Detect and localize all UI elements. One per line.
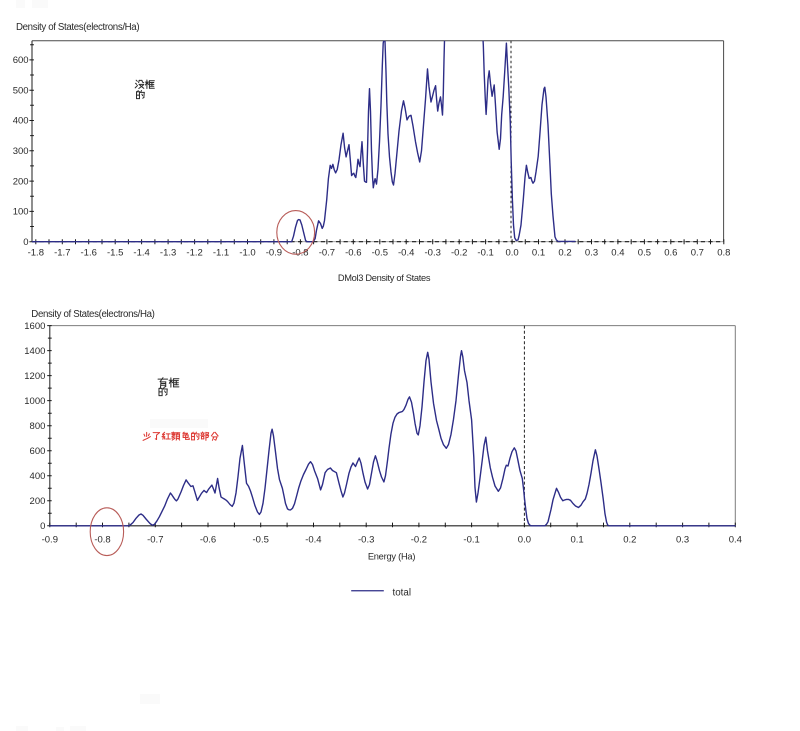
- svg-text:0.4: 0.4: [729, 535, 742, 546]
- svg-text:-1.5: -1.5: [107, 248, 123, 259]
- svg-text:0: 0: [23, 237, 28, 248]
- svg-text:-0.2: -0.2: [411, 535, 427, 546]
- svg-text:-0.2: -0.2: [451, 248, 467, 259]
- svg-text:-0.5: -0.5: [253, 535, 269, 546]
- svg-text:0.2: 0.2: [623, 535, 636, 546]
- svg-text:300: 300: [13, 146, 29, 157]
- svg-text:0.0: 0.0: [518, 535, 531, 546]
- svg-text:-0.6: -0.6: [200, 535, 216, 546]
- svg-text:-0.1: -0.1: [477, 248, 493, 259]
- svg-text:400: 400: [13, 116, 29, 127]
- svg-text:-0.9: -0.9: [266, 248, 282, 259]
- svg-text:-1.1: -1.1: [213, 248, 229, 259]
- svg-text:0.6: 0.6: [664, 248, 677, 259]
- svg-text:1200: 1200: [24, 371, 45, 382]
- svg-text:-1.8: -1.8: [28, 248, 44, 259]
- svg-text:0.1: 0.1: [532, 248, 545, 259]
- svg-text:-0.3: -0.3: [425, 248, 441, 259]
- svg-text:Density of States(electrons/Ha: Density of States(electrons/Ha): [31, 309, 154, 320]
- svg-text:-0.9: -0.9: [42, 535, 58, 546]
- svg-text:200: 200: [13, 176, 29, 187]
- svg-text:Density of States(electrons/Ha: Density of States(electrons/Ha): [16, 22, 139, 33]
- svg-text:0.4: 0.4: [611, 248, 624, 259]
- svg-text:-1.3: -1.3: [160, 248, 176, 259]
- svg-text:-1.6: -1.6: [81, 248, 97, 259]
- svg-text:0.3: 0.3: [676, 535, 689, 546]
- svg-text:-1.7: -1.7: [54, 248, 70, 259]
- svg-text:-1.0: -1.0: [239, 248, 255, 259]
- svg-text:100: 100: [13, 207, 29, 218]
- svg-text:200: 200: [30, 496, 46, 507]
- svg-text:0.5: 0.5: [638, 248, 651, 259]
- svg-text:DMol3 Density of States: DMol3 Density of States: [338, 273, 431, 283]
- svg-text:-0.1: -0.1: [463, 535, 479, 546]
- svg-text:800: 800: [30, 421, 46, 432]
- svg-text:600: 600: [13, 55, 29, 66]
- svg-text:total: total: [393, 587, 412, 598]
- svg-text:-0.5: -0.5: [372, 248, 388, 259]
- svg-text:0.7: 0.7: [691, 248, 704, 259]
- svg-text:400: 400: [30, 471, 46, 482]
- svg-text:-0.8: -0.8: [94, 535, 110, 546]
- svg-text:0.3: 0.3: [585, 248, 598, 259]
- svg-text:0.0: 0.0: [505, 248, 518, 259]
- svg-text:1000: 1000: [24, 396, 45, 407]
- svg-text:-1.4: -1.4: [133, 248, 149, 259]
- svg-text:500: 500: [13, 85, 29, 96]
- svg-text:0.1: 0.1: [570, 535, 583, 546]
- svg-text:-0.6: -0.6: [345, 248, 361, 259]
- svg-text:-1.2: -1.2: [186, 248, 202, 259]
- svg-text:-0.3: -0.3: [358, 535, 374, 546]
- svg-text:-0.7: -0.7: [147, 535, 163, 546]
- svg-text:-0.4: -0.4: [305, 535, 321, 546]
- svg-text:-0.4: -0.4: [398, 248, 414, 259]
- svg-text:1600: 1600: [24, 321, 45, 332]
- svg-text:600: 600: [30, 446, 46, 457]
- svg-text:-0.7: -0.7: [319, 248, 335, 259]
- svg-text:0.8: 0.8: [717, 248, 730, 259]
- svg-text:0: 0: [40, 521, 45, 532]
- svg-text:Energy (Ha): Energy (Ha): [368, 552, 416, 562]
- svg-text:0.2: 0.2: [558, 248, 571, 259]
- svg-text:1400: 1400: [24, 346, 45, 357]
